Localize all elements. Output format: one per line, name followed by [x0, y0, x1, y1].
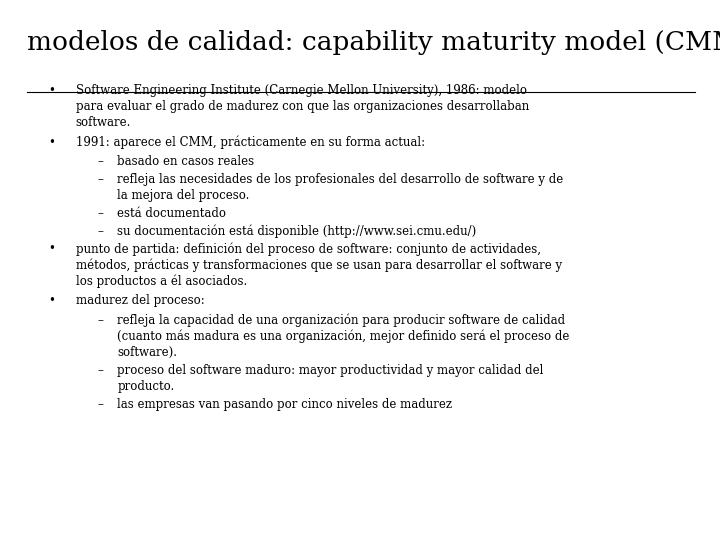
- Text: •: •: [48, 242, 55, 255]
- Text: refleja las necesidades de los profesionales del desarrollo de software y de: refleja las necesidades de los profesion…: [117, 173, 564, 186]
- Text: para evaluar el grado de madurez con que las organizaciones desarrollaban: para evaluar el grado de madurez con que…: [76, 100, 529, 113]
- Text: –: –: [98, 207, 104, 220]
- Text: software.: software.: [76, 116, 131, 129]
- Text: proceso del software maduro: mayor productividad y mayor calidad del: proceso del software maduro: mayor produ…: [117, 364, 544, 377]
- Text: refleja la capacidad de una organización para producir software de calidad: refleja la capacidad de una organización…: [117, 314, 565, 327]
- Text: producto.: producto.: [117, 380, 175, 393]
- Text: –: –: [98, 314, 104, 327]
- Text: su documentación está disponible (http://www.sei.cmu.edu/): su documentación está disponible (http:/…: [117, 225, 477, 238]
- Text: (cuanto más madura es una organización, mejor definido será el proceso de: (cuanto más madura es una organización, …: [117, 330, 570, 343]
- Text: •: •: [48, 84, 55, 97]
- Text: los productos a él asociados.: los productos a él asociados.: [76, 275, 247, 288]
- Text: –: –: [98, 225, 104, 238]
- Text: modelos de calidad: capability maturity model (CMM): modelos de calidad: capability maturity …: [27, 30, 720, 55]
- Text: está documentado: está documentado: [117, 207, 226, 220]
- Text: madurez del proceso:: madurez del proceso:: [76, 294, 204, 307]
- Text: •: •: [48, 136, 55, 148]
- Text: –: –: [98, 398, 104, 411]
- Text: Software Engineering Institute (Carnegie Mellon University), 1986: modelo: Software Engineering Institute (Carnegie…: [76, 84, 526, 97]
- Text: la mejora del proceso.: la mejora del proceso.: [117, 189, 250, 202]
- Text: –: –: [98, 173, 104, 186]
- Text: software).: software).: [117, 346, 177, 359]
- Text: basado en casos reales: basado en casos reales: [117, 155, 254, 168]
- Text: métodos, prácticas y transformaciones que se usan para desarrollar el software y: métodos, prácticas y transformaciones qu…: [76, 259, 562, 272]
- Text: –: –: [98, 155, 104, 168]
- Text: 1991: aparece el CMM, prácticamente en su forma actual:: 1991: aparece el CMM, prácticamente en s…: [76, 136, 425, 149]
- Text: –: –: [98, 364, 104, 377]
- Text: •: •: [48, 294, 55, 307]
- Text: punto de partida: definición del proceso de software: conjunto de actividades,: punto de partida: definición del proceso…: [76, 242, 541, 256]
- Text: las empresas van pasando por cinco niveles de madurez: las empresas van pasando por cinco nivel…: [117, 398, 452, 411]
